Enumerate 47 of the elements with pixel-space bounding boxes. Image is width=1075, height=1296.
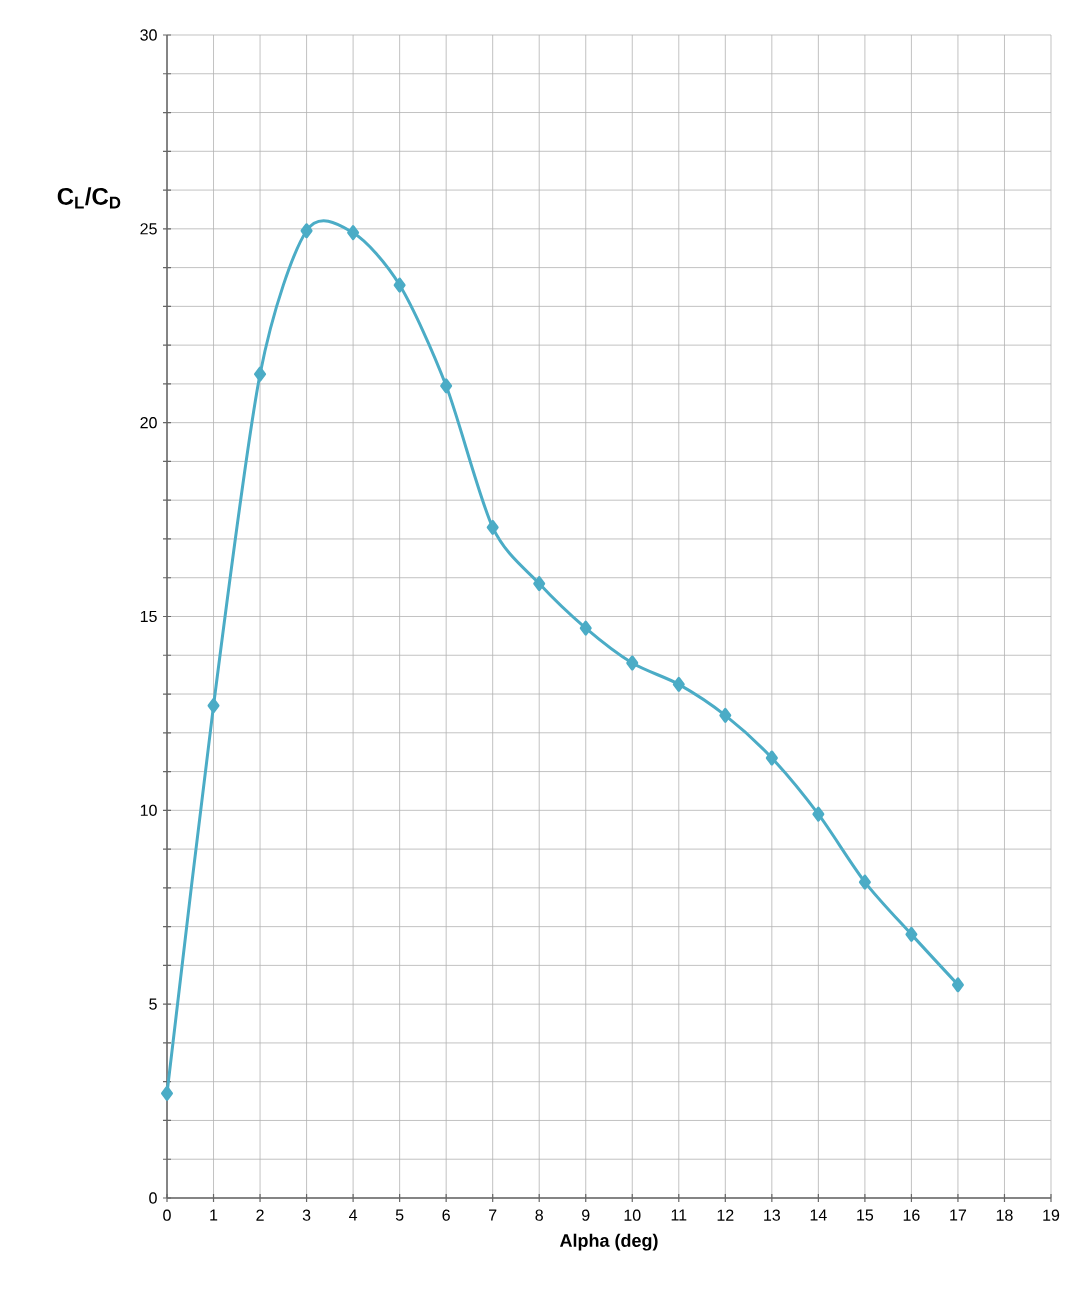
point (533, 576, 546, 592)
y-tick-label: 10 (140, 804, 157, 816)
x-tick-label: 19 (1043, 1209, 1060, 1221)
x-tick-label: 8 (535, 1209, 543, 1221)
x-tick-label: 14 (810, 1209, 827, 1221)
point (719, 707, 732, 723)
y-tick-label: 0 (149, 1192, 157, 1204)
point (579, 620, 592, 636)
point (161, 1085, 173, 1101)
point (951, 977, 964, 993)
x-tick-label: 2 (256, 1209, 264, 1221)
y-tick-label: 5 (149, 998, 157, 1010)
y-tick-label: 30 (140, 29, 157, 41)
point (858, 874, 871, 890)
x-tick-label: 11 (671, 1209, 687, 1221)
point (300, 223, 313, 239)
x-tick-label: 13 (764, 1209, 781, 1221)
point (672, 676, 685, 692)
point (486, 519, 499, 535)
x-tick-label: 4 (349, 1209, 358, 1221)
y-tick-label: 20 (140, 417, 157, 429)
x-tick-label: 18 (996, 1209, 1013, 1221)
point (347, 225, 360, 241)
x-tick-label: 1 (210, 1209, 218, 1221)
point (440, 378, 453, 394)
x-tick-label: 0 (163, 1209, 171, 1221)
x-tick-label: 17 (950, 1209, 967, 1221)
point (626, 655, 639, 671)
point (254, 366, 267, 382)
x-tick-label: 3 (302, 1209, 311, 1221)
x-tick-label: 15 (857, 1209, 874, 1221)
x-tick-label: 9 (582, 1209, 590, 1221)
x-axis-title: Alpha (deg) (559, 1233, 658, 1251)
x-tick-label: 6 (442, 1209, 450, 1221)
x-tick-label: 16 (903, 1209, 920, 1221)
point (393, 277, 406, 293)
text: C$_{L}$/C$_{D}$ (57, 187, 121, 209)
x-tick-label: 12 (717, 1209, 734, 1221)
y-tick-label: 25 (140, 223, 157, 235)
x-tick-label: 7 (489, 1209, 497, 1221)
y-tick-label: 15 (140, 610, 157, 623)
point (905, 926, 918, 942)
point (765, 750, 778, 766)
x-tick-label: 5 (395, 1209, 404, 1221)
point (207, 698, 220, 714)
x-tick-label: 10 (624, 1209, 641, 1221)
point (812, 806, 825, 822)
